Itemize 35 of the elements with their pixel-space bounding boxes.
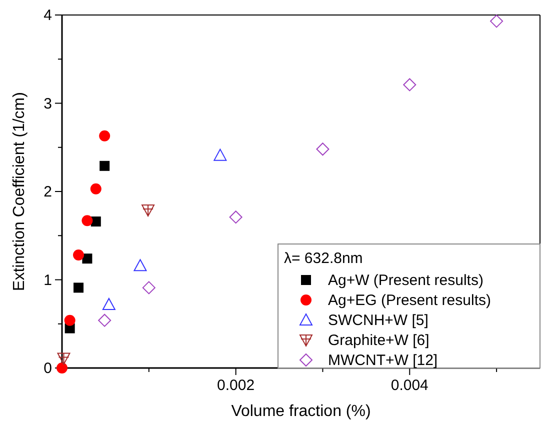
legend-label: MWCNT+W [12] xyxy=(328,352,438,369)
y-tick-label: 3 xyxy=(44,95,52,112)
y-tick-label: 4 xyxy=(44,7,52,24)
legend-title: λ= 632.8nm xyxy=(284,250,363,267)
y-tick-label: 1 xyxy=(44,272,52,289)
point xyxy=(90,216,101,227)
y-axis-title: Extinction Coefficient (1/cm) xyxy=(11,92,28,291)
point xyxy=(82,215,93,226)
point xyxy=(214,148,227,161)
x-axis-title: Volume fraction (%) xyxy=(231,403,371,420)
y-tick-label: 2 xyxy=(44,184,52,200)
point xyxy=(64,314,76,326)
point xyxy=(134,259,147,272)
legend-label: Ag+W (Present results) xyxy=(328,272,484,289)
point xyxy=(403,78,416,92)
point xyxy=(90,183,102,194)
point xyxy=(82,254,92,264)
point xyxy=(98,314,112,327)
point xyxy=(74,282,84,293)
point xyxy=(316,142,330,156)
point xyxy=(142,204,155,217)
point xyxy=(229,210,242,224)
legend-label: Graphite+W [6] xyxy=(328,332,430,349)
x-tick-label: 0.002 xyxy=(217,377,255,394)
point xyxy=(73,250,84,261)
point xyxy=(490,14,504,28)
point xyxy=(100,160,110,171)
point xyxy=(57,352,70,365)
y-tick-label: 0 xyxy=(44,360,52,377)
legend-label: SWCNH+W [5] xyxy=(328,312,428,329)
point xyxy=(99,130,110,142)
x-tick-label: 0.004 xyxy=(390,377,428,394)
point xyxy=(142,281,156,294)
point xyxy=(102,298,116,310)
legend-label: Ag+EG (Present results) xyxy=(328,292,491,309)
